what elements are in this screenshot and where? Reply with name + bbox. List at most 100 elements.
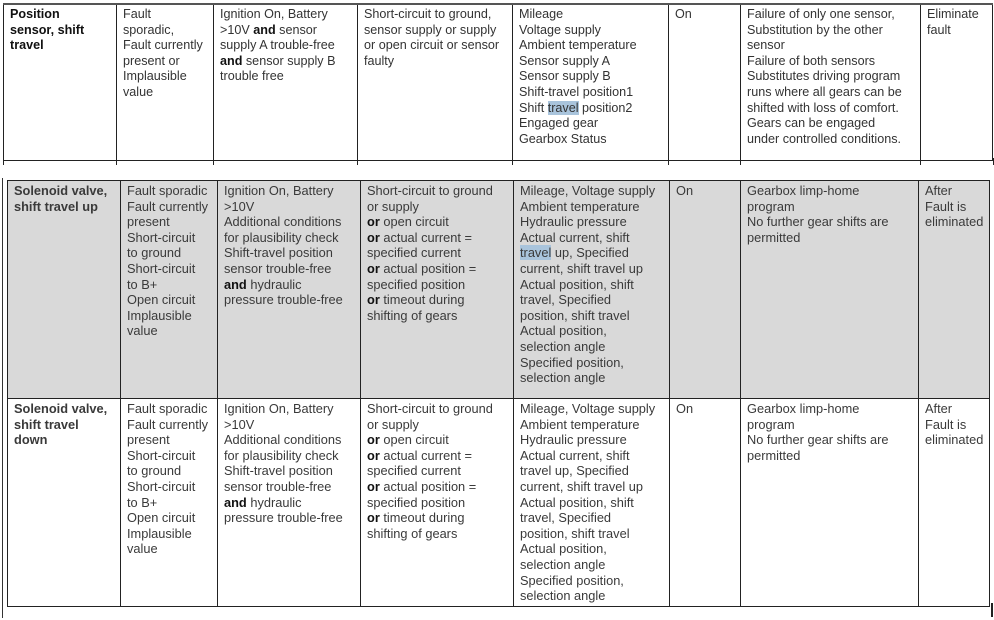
cell-line: travel up, Specified: [520, 463, 663, 479]
cell-component: Solenoid valve, shift travel up: [7, 180, 121, 399]
text: >10V: [224, 198, 255, 214]
cell-line: Mileage, Voltage supply: [520, 401, 663, 417]
cell-reset: After Fault is eliminated: [918, 180, 990, 399]
cell-line: travel, Specified: [520, 510, 663, 526]
text: Solenoid valve,: [14, 183, 108, 198]
cell-line: Specified position,: [520, 573, 663, 589]
cell-line: Ambient temperature: [520, 199, 663, 215]
text: Ambient temperature: [519, 38, 637, 53]
text: Ignition On, Battery: [224, 401, 334, 416]
text: or open circuit or sensor: [364, 38, 500, 53]
text: to ground: [127, 463, 182, 479]
text: sensor: [747, 38, 785, 53]
cell-line: Solenoid valve,: [14, 183, 114, 199]
text: Fault currently: [127, 198, 209, 214]
text: Mileage: [519, 7, 564, 21]
cell-line: shifting of gears: [367, 526, 507, 542]
text: timeout during: [379, 510, 465, 526]
text: Fault currently: [123, 38, 203, 53]
cell-line: or open circuit: [367, 214, 507, 230]
cell-line: fault: [927, 23, 986, 39]
cell-line: Gearbox Status: [519, 132, 662, 148]
cell-environment-data: Mileage Voltage supply Ambient temperature…: [512, 3, 669, 161]
text: shift travel up: [14, 198, 98, 214]
cell-line: Actual position,: [520, 541, 663, 557]
cell-line: present or: [123, 54, 207, 70]
text: selection angle: [520, 370, 606, 386]
text: permitted: [747, 229, 801, 245]
bold-keyword: and: [220, 53, 243, 68]
text: actual current =: [379, 229, 472, 245]
bold-keyword: or: [367, 432, 380, 448]
cell-line: Fault sporadic: [127, 401, 211, 417]
cell-line: Substitution by the other: [747, 23, 914, 39]
fault-table-top: Position sensor, shift travel Fault sporadic…: [3, 3, 993, 161]
text: Short-circuit: [127, 260, 196, 276]
cell-line: selection angle: [520, 588, 663, 604]
cell-line: >10V and sensor: [220, 23, 351, 39]
cell-line: selection angle: [520, 557, 663, 573]
cell-component: Solenoid valve, shift travel down: [7, 398, 121, 607]
cell-line: pressure trouble-free: [224, 510, 354, 526]
cell-environment-data: Mileage, Voltage supply Ambient temperatu…: [513, 398, 670, 607]
cell-line: or actual current =: [367, 448, 507, 464]
cell-line: shift travel up: [14, 199, 114, 215]
cell-line: Fault sporadic: [127, 183, 211, 199]
cell-line: Fault currently: [123, 38, 207, 54]
text: No further gear shifts are: [747, 432, 889, 448]
text: travel: [10, 38, 44, 53]
cell-line: supply A trouble-free: [220, 38, 351, 54]
cell-line: sensor trouble-free: [224, 261, 354, 277]
text: actual position =: [379, 260, 477, 276]
text: Specified position,: [520, 572, 624, 588]
cell-line: Eliminate: [927, 7, 986, 23]
cell-line: After: [925, 183, 983, 199]
text: trouble free: [220, 69, 284, 84]
text: shifted with loss of comfort.: [747, 100, 899, 115]
cell-line: and hydraulic: [224, 277, 354, 293]
cell-line: specified current: [367, 463, 507, 479]
text: Gearbox limp-home: [747, 401, 860, 416]
cell-line: specified current: [367, 245, 507, 261]
cell-line: to B+: [127, 277, 211, 293]
text: selection angle: [520, 588, 606, 604]
cell-line: value: [123, 85, 207, 101]
cell-line: Shift-travel position1: [519, 85, 662, 101]
text: to ground: [127, 245, 182, 261]
text: hydraulic: [246, 494, 302, 510]
cell-line: Short-circuit: [127, 479, 211, 495]
text: Ignition On, Battery: [220, 7, 328, 21]
page-border: [2, 178, 3, 618]
cell-line: sensor trouble-free: [224, 479, 354, 495]
cell-line: value: [127, 323, 211, 339]
text: up, Specified: [551, 245, 629, 261]
cell-line: Gearbox limp-home: [747, 401, 912, 417]
text: Shift: [519, 100, 548, 115]
text: Short-circuit to ground: [367, 183, 493, 198]
bold-keyword: or: [367, 292, 380, 308]
cell-line: Implausible: [127, 308, 211, 324]
cell-line: No further gear shifts are: [747, 214, 912, 230]
text: present: [127, 214, 170, 230]
cell-line: Mileage: [519, 7, 662, 23]
cell-line: eliminated: [925, 432, 983, 448]
text: Fault: [123, 7, 151, 21]
cell-line: Gearbox limp-home: [747, 183, 912, 199]
text: shifting of gears: [367, 525, 458, 541]
text: shifting of gears: [367, 307, 458, 323]
text: Shift-travel position: [224, 245, 333, 261]
text: value: [127, 323, 158, 339]
cell-line: current, shift travel up: [520, 479, 663, 495]
text: actual current =: [379, 447, 472, 463]
text: Substitution by the other: [747, 22, 883, 37]
text: pressure trouble-free: [224, 510, 343, 526]
text: eliminated: [925, 432, 984, 448]
cell-line: or supply: [367, 417, 507, 433]
cell-line: Fault currently: [127, 417, 211, 433]
cell-line: Shift-travel position: [224, 245, 354, 261]
text: Additional conditions: [224, 214, 342, 230]
cell-line: Fault: [123, 7, 207, 23]
text: selection angle: [520, 338, 606, 354]
cell-warning-lamp: On: [669, 398, 741, 607]
text: Failure of both sensors: [747, 53, 876, 68]
